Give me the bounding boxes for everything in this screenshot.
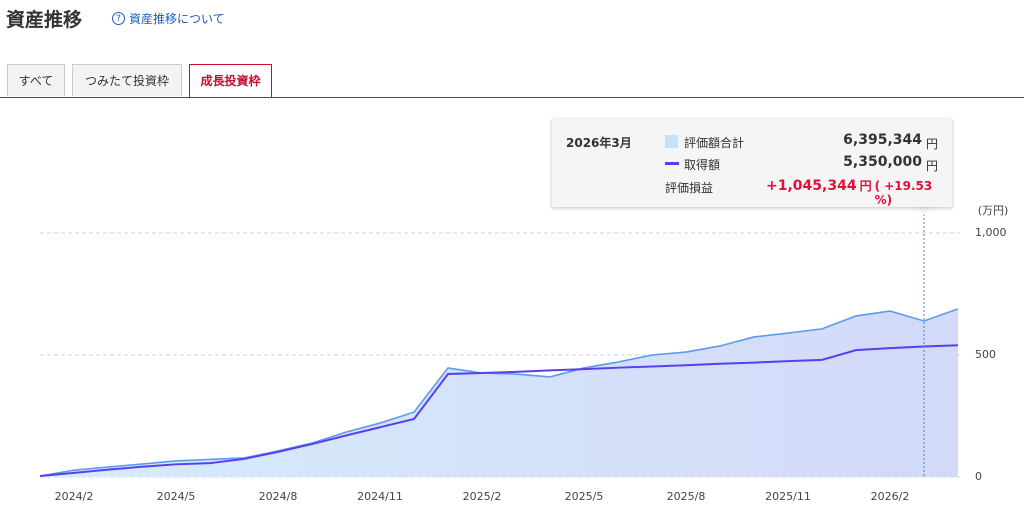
tab-bar: すべて つみたて投資枠 成長投資枠 xyxy=(0,64,1024,98)
tooltip-unit: 円 xyxy=(926,159,939,173)
help-icon: ? xyxy=(112,12,125,25)
tooltip-pointer xyxy=(917,207,931,215)
page-title: 資産推移 xyxy=(6,9,83,31)
x-tick-label: 2025/5 xyxy=(565,490,604,503)
x-tick-label: 2024/5 xyxy=(157,490,196,503)
tab[interactable]: つみたて投資枠 xyxy=(72,64,182,96)
y-tick-label: 1,000 xyxy=(975,226,1007,239)
x-tick-label: 2026/2 xyxy=(871,490,910,503)
legend-swatch xyxy=(665,135,678,148)
line xyxy=(39,308,959,477)
line xyxy=(39,344,959,478)
tab-active[interactable]: 成長投資枠 xyxy=(189,64,272,97)
help-link[interactable]: ? 資産推移について xyxy=(112,10,225,27)
tab[interactable]: すべて xyxy=(7,64,65,96)
gain-percent: ( +19.53 %) xyxy=(874,179,933,207)
x-tick-label: 2024/2 xyxy=(55,490,94,503)
tooltip-value: 5,350,000 xyxy=(843,154,922,170)
gain-label: 評価損益 xyxy=(665,181,714,195)
x-tick-label: 2025/2 xyxy=(463,490,502,503)
y-unit: (万円) xyxy=(978,204,1009,217)
tooltip-value: 6,395,344 xyxy=(843,132,922,148)
legend-label: 評価額合計 xyxy=(684,136,745,150)
tooltip: 2026年3月 評価額合計 6,395,344 円 取得額 5,350,000 … xyxy=(552,119,952,207)
help-text: 資産推移について xyxy=(129,12,225,26)
x-tick-label: 2025/11 xyxy=(765,490,811,503)
tooltip-unit: 円 xyxy=(926,137,939,151)
y-tick-label: 0 xyxy=(975,470,982,483)
x-tick-label: 2025/8 xyxy=(667,490,706,503)
legend-label: 取得額 xyxy=(684,158,721,172)
y-tick-label: 500 xyxy=(975,348,996,361)
gain-value: +1,045,344 xyxy=(766,178,857,194)
x-tick-label: 2024/11 xyxy=(357,490,403,503)
x-tick-label: 2024/8 xyxy=(259,490,298,503)
legend-swatch xyxy=(665,162,679,165)
tooltip-date: 2026年3月 xyxy=(566,136,632,150)
area xyxy=(40,308,958,477)
gain-unit: 円 xyxy=(859,179,872,193)
gain: +1,045,344 円 ( +19.53 %) xyxy=(766,177,952,207)
